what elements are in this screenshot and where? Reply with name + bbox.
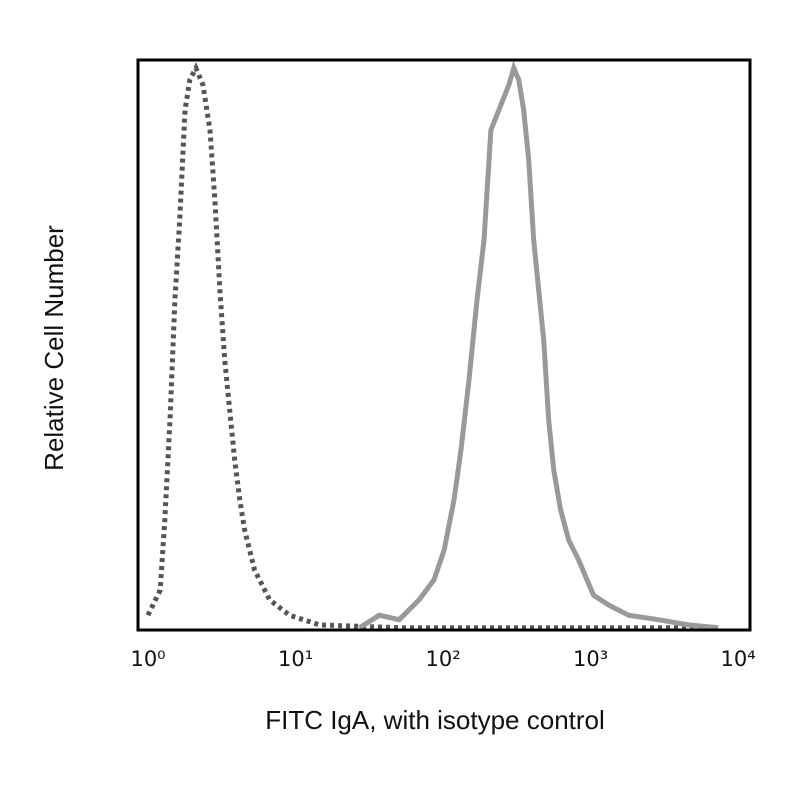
x-tick-label: 10² <box>425 647 460 671</box>
x-tick-label: 10⁴ <box>720 647 755 671</box>
histogram-line <box>145 62 719 631</box>
plot-frame <box>136 58 752 632</box>
x-tick-label: 10³ <box>573 647 608 671</box>
y-axis-label: Relative Cell Number <box>39 225 69 471</box>
histogram-line <box>358 60 719 631</box>
x-tick-label: 10⁰ <box>130 647 165 671</box>
x-axis-label: FITC IgA, with isotype control <box>265 705 605 735</box>
x-tick-label: 10¹ <box>278 647 313 671</box>
